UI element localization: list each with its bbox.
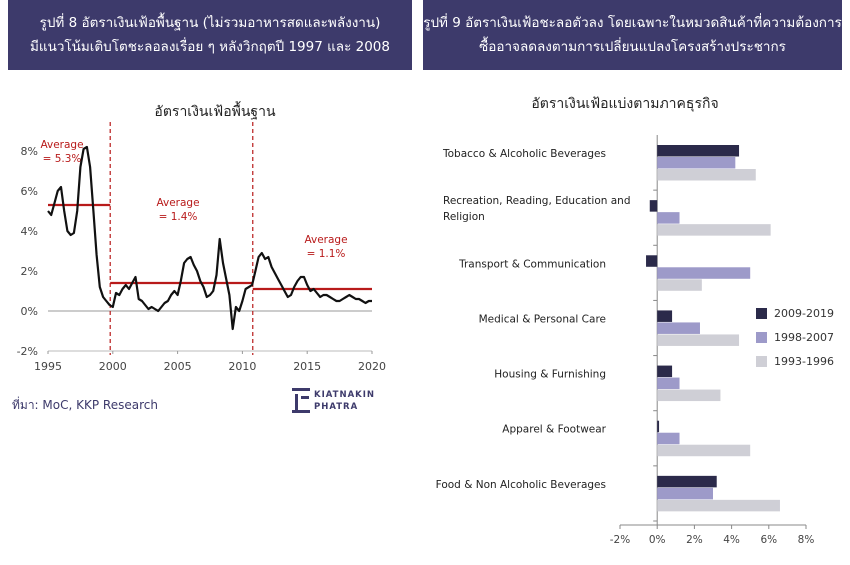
bar: [649, 200, 658, 212]
legend-item-1998-2007: 1998-2007: [756, 331, 834, 344]
core-inflation-line: [47, 145, 372, 331]
average-label: Average: [304, 234, 347, 246]
bar: [646, 255, 658, 267]
bar: [657, 499, 780, 512]
category-label: Transport & Communication: [458, 258, 606, 270]
average-label: Average: [40, 139, 83, 151]
category-label: Apparel & Footwear: [502, 424, 606, 436]
bar: [657, 212, 680, 224]
bar: [657, 224, 771, 236]
average-value-label: = 5.3%: [43, 153, 82, 165]
bar: [657, 145, 740, 157]
bar: [657, 377, 680, 390]
category-label: Recreation, Reading, Education and: [443, 195, 631, 207]
bar: [657, 267, 751, 279]
bar: [657, 365, 673, 378]
y-tick-label: 8%: [21, 145, 38, 158]
left-figure-banner: รูปที่ 8 อัตราเงินเฟ้อพื้นฐาน (ไม่รวมอาห…: [8, 0, 412, 70]
x-tick-label: 1995: [34, 360, 62, 373]
legend-label: 1998-2007: [774, 331, 834, 344]
average-label: Average: [156, 197, 199, 209]
y-tick-label: -2%: [17, 345, 38, 358]
average-value-label: = 1.4%: [159, 211, 198, 223]
source-note: ที่มา: MoC, KKP Research: [12, 398, 158, 412]
y-tick-label: 0%: [21, 305, 38, 318]
y-tick-label: 2%: [21, 265, 38, 278]
line-chart-title: อัตราเงินเฟ้อพื้นฐาน: [154, 104, 276, 120]
bar: [657, 389, 721, 402]
legend-swatch: [756, 356, 767, 367]
bar: [657, 432, 680, 445]
x-tick-label: 2005: [164, 360, 192, 373]
bar: [657, 310, 673, 322]
category-label: Housing & Furnishing: [494, 369, 606, 381]
category-label: Food & Non Alcoholic Beverages: [436, 479, 606, 491]
x-tick-label: 2000: [99, 360, 127, 373]
legend-swatch: [756, 308, 767, 319]
bar: [657, 169, 756, 181]
legend-swatch: [756, 332, 767, 343]
legend-label: 2009-2019: [774, 307, 834, 320]
bar-x-tick-label: 4%: [723, 534, 740, 546]
logo-line-2: PHATRA: [314, 402, 359, 412]
bar: [657, 279, 702, 291]
average-value-label: = 1.1%: [307, 248, 346, 260]
bar-x-tick-label: 0%: [649, 534, 666, 546]
bar-x-tick-label: -2%: [610, 534, 630, 546]
bar: [657, 334, 740, 346]
bar: [657, 487, 713, 500]
legend-item-1993-1996: 1993-1996: [756, 355, 834, 368]
x-tick-label: 2020: [358, 360, 386, 373]
category-label: Tobacco & Alcoholic Beverages: [442, 148, 606, 160]
legend-item-2009-2019: 2009-2019: [756, 307, 834, 320]
logo-line-1: KIATNAKIN: [314, 390, 376, 400]
bar-x-tick-label: 6%: [760, 534, 777, 546]
kiatnakin-phatra-logo: KIATNAKIN PHATRA: [290, 386, 380, 416]
bar: [657, 444, 751, 457]
bar: [657, 157, 736, 169]
category-label: Medical & Personal Care: [479, 313, 606, 325]
bar-chart-title: อัตราเงินเฟ้อแบ่งตามภาคธุรกิจ: [531, 96, 719, 112]
right-figure-banner: รูปที่ 9 อัตราเงินเฟ้อชะลอตัวลง โดยเฉพาะ…: [423, 0, 842, 70]
bar: [657, 420, 660, 433]
left-banner-line-2: มีแนวโน้มเติบโตชะลอลงเรื่อย ๆ หลังวิกฤตป…: [30, 39, 390, 55]
bar-x-tick-label: 2%: [686, 534, 703, 546]
bar-x-tick-label: 8%: [798, 534, 815, 546]
right-banner-line-1: รูปที่ 9 อัตราเงินเฟ้อชะลอตัวลง โดยเฉพาะ…: [423, 15, 842, 31]
left-banner-line-1: รูปที่ 8 อัตราเงินเฟ้อพื้นฐาน (ไม่รวมอาห…: [39, 15, 381, 31]
category-label-line-2: Religion: [443, 211, 485, 223]
legend-label: 1993-1996: [774, 355, 834, 368]
x-tick-label: 2015: [293, 360, 321, 373]
y-tick-label: 6%: [21, 185, 38, 198]
bar: [657, 322, 700, 334]
kkp-logo-icon: [292, 388, 310, 413]
x-tick-label: 2010: [228, 360, 256, 373]
right-banner-line-2: ซื้ออาจลดลงตามการเปลี่ยนแปลงโครงสร้างประ…: [479, 39, 786, 55]
bar: [657, 475, 717, 488]
y-tick-label: 4%: [21, 225, 38, 238]
